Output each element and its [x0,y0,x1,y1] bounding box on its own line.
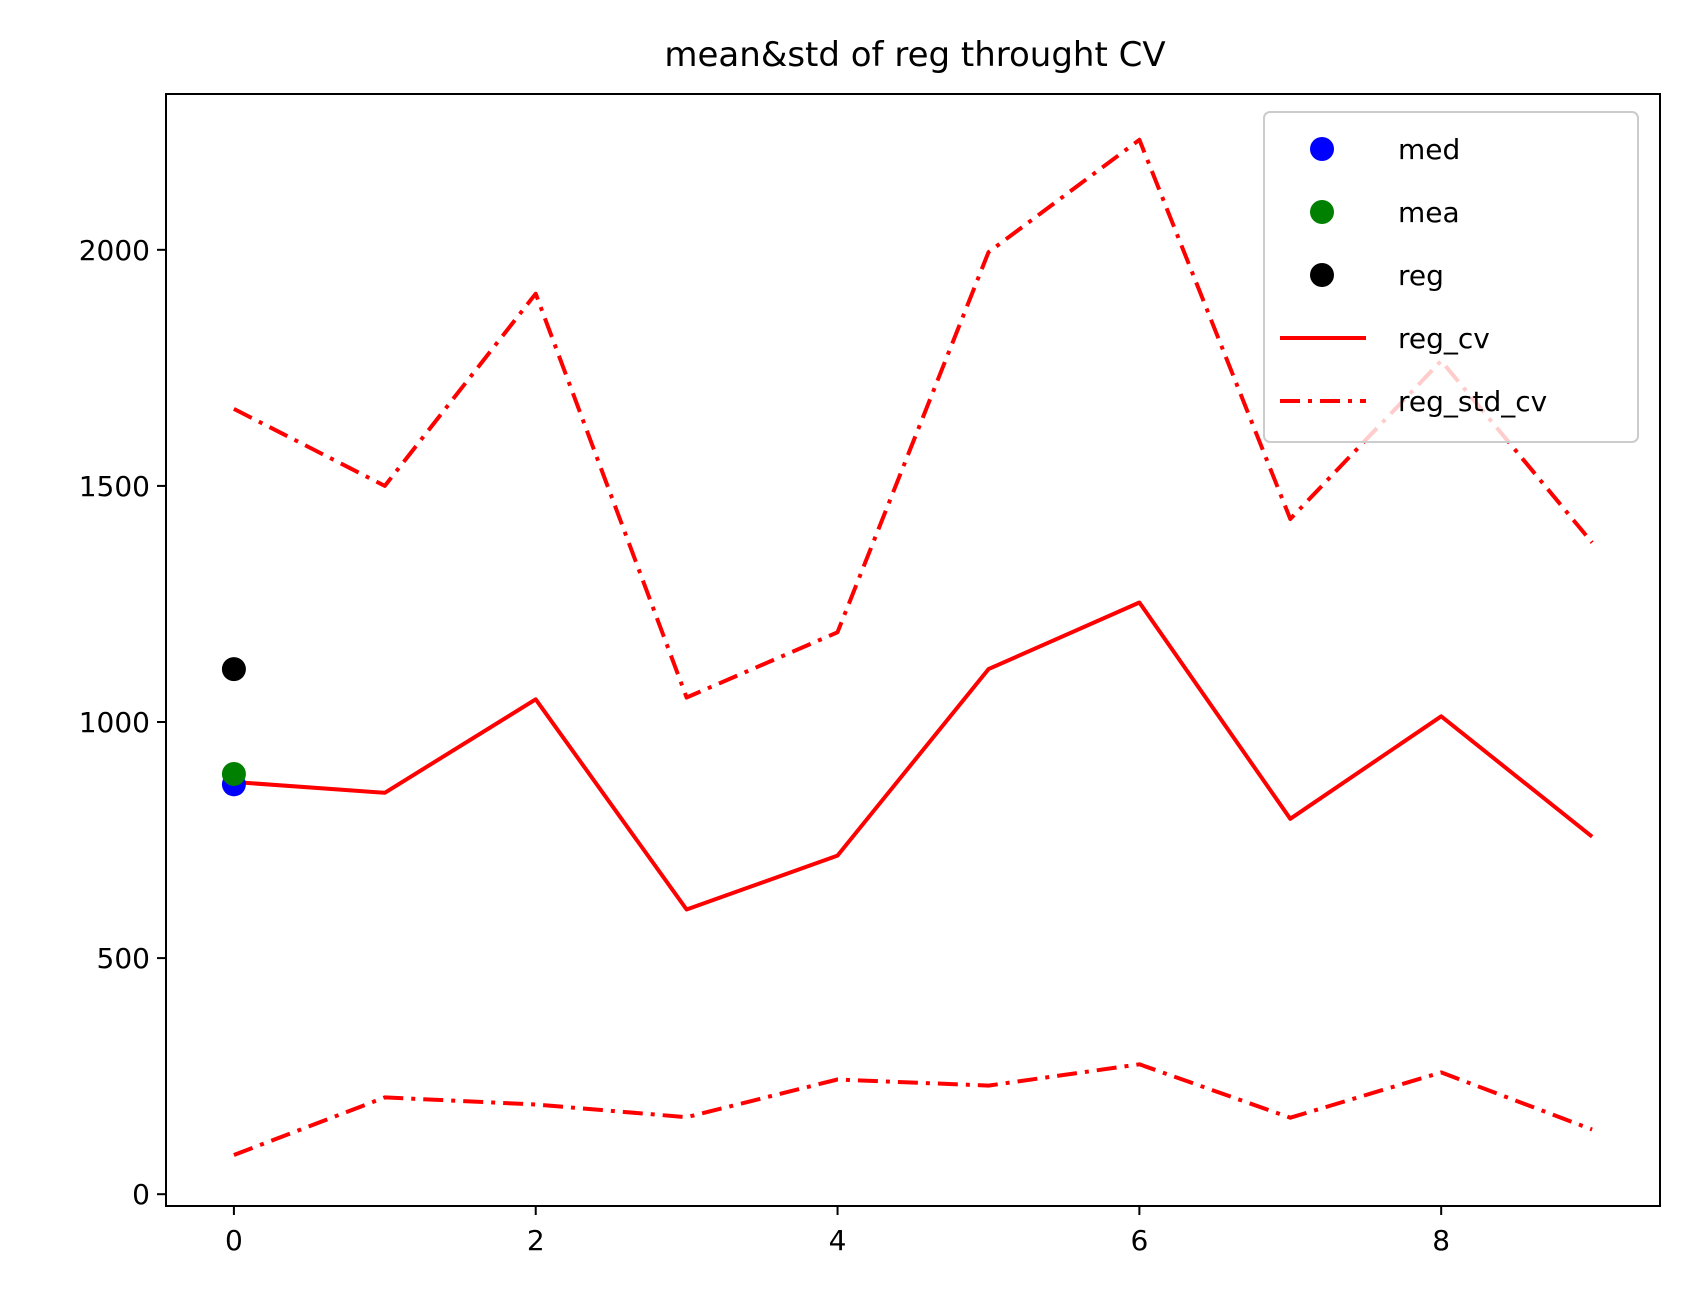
point-mea [221,761,246,786]
legend-box [1263,111,1639,443]
x-tick-label: 6 [1130,1224,1148,1257]
x-tick-label: 4 [829,1224,847,1257]
legend-label-med: med [1398,133,1460,166]
legend-label-reg-std-cv: reg_std_cv [1398,385,1547,418]
plot-area [165,93,1661,1207]
points-layer [221,657,246,797]
legend-marker-mea [1310,200,1334,224]
point-reg [221,657,246,682]
x-tick-label: 8 [1432,1224,1450,1257]
series-line-lower-std [233,1062,1593,1157]
y-axis: 0 500 1000 1500 2000 [79,234,166,1211]
legend-label-mea: mea [1398,196,1460,229]
legend-marker-reg [1310,263,1334,287]
x-axis: 0 2 4 6 8 [225,1206,1450,1257]
legend-label-reg-cv: reg_cv [1398,322,1490,355]
legend-label-reg: reg [1398,259,1444,292]
y-tick-label: 500 [97,942,150,975]
series-line-reg-cv [233,600,1594,912]
y-tick-label: 0 [132,1178,150,1211]
y-tick-label: 2000 [79,234,150,267]
legend-marker-med [1310,137,1334,161]
chart-title: mean&std of reg throught CV [664,35,1165,75]
legend: med mea reg reg_cv reg_std_cv [1263,111,1639,443]
y-tick-label: 1000 [79,706,150,739]
plot-frame [165,93,1661,1207]
x-tick-label: 0 [225,1224,243,1257]
y-tick-label: 1500 [79,470,150,503]
x-tick-label: 2 [527,1224,545,1257]
